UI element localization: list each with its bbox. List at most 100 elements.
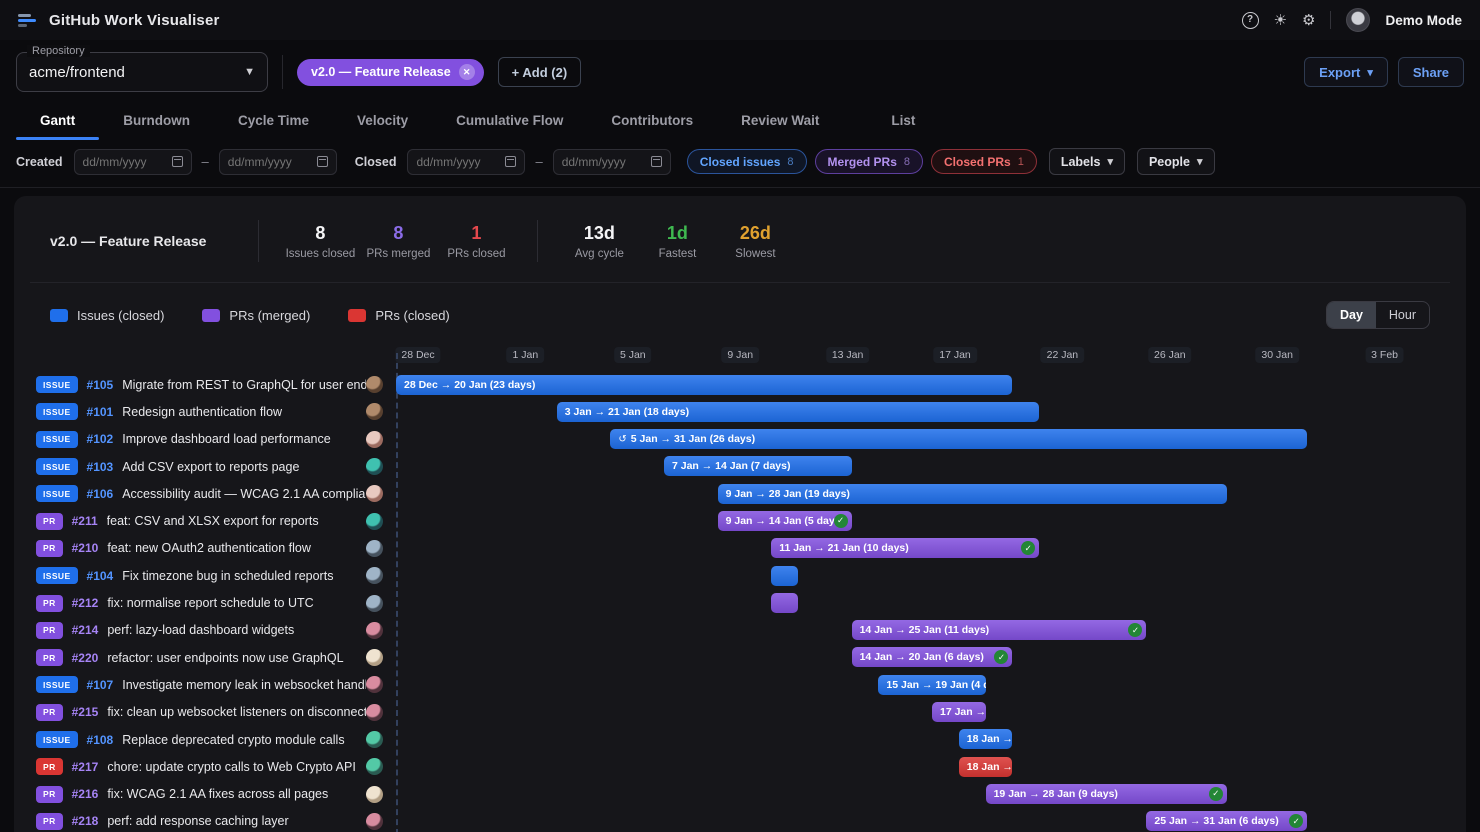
gantt-chart: 28 Dec 1 Jan 5 Jan 9 Jan 13 Jan 17 Jan 22 Jan 2…	[30, 345, 1450, 832]
row-timeline: 19 Jan → 28 Jan (9 days) ✓	[396, 780, 1450, 807]
row-timeline: 14 Jan → 25 Jan (11 days) ✓	[396, 617, 1450, 644]
gantt-bar[interactable]: ↺ 5 Jan → 31 Jan (26 days)	[610, 429, 1308, 450]
repository-select[interactable]: Repository acme/frontend ▼	[16, 45, 268, 92]
work-item[interactable]: ISSUE #108 Replace deprecated crypto mod…	[30, 731, 396, 748]
gantt-bar[interactable]: 18 Jan → 20 Jan (2 days)	[958, 756, 1013, 777]
user-avatar[interactable]	[1346, 8, 1371, 32]
tab-review-wait[interactable]: Review Wait	[741, 113, 820, 128]
work-item[interactable]: ISSUE #101 Redesign authentication flow	[30, 403, 396, 421]
labels-filter-button[interactable]: Labels ▾	[1048, 148, 1125, 175]
work-item[interactable]: PR #218 perf: add response caching layer	[30, 812, 396, 830]
work-item[interactable]: PR #212 fix: normalise report schedule t…	[30, 594, 396, 612]
created-to-date-field[interactable]	[227, 154, 308, 169]
settings-gear-icon[interactable]: ⚙	[1302, 11, 1316, 29]
work-item[interactable]: PR #220 refactor: user endpoints now use…	[30, 649, 396, 667]
gantt-bar[interactable]: 3 Jan → 21 Jan (18 days)	[556, 401, 1040, 422]
work-item[interactable]: PR #214 perf: lazy-load dashboard widget…	[30, 621, 396, 639]
work-item[interactable]: PR #216 fix: WCAG 2.1 AA fixes across al…	[30, 785, 396, 803]
tab-cycle-time[interactable]: Cycle Time	[238, 113, 310, 128]
work-item[interactable]: PR #217 chore: update crypto calls to We…	[30, 758, 396, 776]
people-filter-label: People	[1148, 154, 1190, 169]
gantt-bar[interactable]: 14 Jan → 20 Jan (6 days) ✓	[851, 647, 1013, 668]
gantt-bar[interactable]: 18 Jan → 20 Jan (2 days)	[958, 729, 1013, 750]
gantt-bar[interactable]: 25 Jan → 31 Jan (6 days) ✓	[1146, 811, 1308, 832]
closed-from-date-input[interactable]	[407, 148, 526, 175]
closed-prs-chip[interactable]: Closed PRs 1	[931, 149, 1037, 174]
calendar-icon	[650, 156, 662, 167]
gantt-bar[interactable]: 19 Jan → 28 Jan (9 days) ✓	[985, 783, 1227, 804]
tab-burndown[interactable]: Burndown	[123, 113, 190, 128]
tab-contributors[interactable]: Contributors	[611, 113, 694, 128]
gantt-row: PR #211 feat: CSV and XLSX export for re…	[30, 507, 1450, 534]
axis-tick-label: 3 Feb	[1365, 347, 1405, 363]
work-item[interactable]: ISSUE #102 Improve dashboard load perfor…	[30, 430, 396, 448]
gantt-row: PR #217 chore: update crypto calls to We…	[30, 753, 1450, 780]
stat-value: 8	[315, 222, 326, 243]
merged-prs-chip[interactable]: Merged PRs 8	[814, 149, 924, 174]
assignee-avatar	[366, 758, 383, 776]
legend-swatch	[202, 308, 221, 322]
gantt-bar[interactable]	[771, 565, 798, 586]
work-item[interactable]: ISSUE #106 Accessibility audit — WCAG 2.…	[30, 485, 396, 503]
people-filter-button[interactable]: People ▾	[1136, 148, 1215, 175]
gantt-row: ISSUE #105 Migrate from REST to GraphQL …	[30, 371, 1450, 398]
closed-issues-chip[interactable]: Closed issues 8	[686, 149, 807, 174]
merged-check-icon: ✓	[1208, 786, 1223, 801]
item-title: feat: new OAuth2 authentication flow	[107, 541, 311, 556]
work-item[interactable]: ISSUE #103 Add CSV export to reports pag…	[30, 458, 396, 476]
gantt-bar[interactable]: 9 Jan → 14 Jan (5 days) ✓	[717, 510, 852, 531]
add-milestone-button[interactable]: + Add (2)	[497, 57, 582, 87]
item-type-badge: ISSUE	[36, 567, 78, 585]
calendar-icon	[505, 156, 517, 167]
tab-cumulative-flow[interactable]: Cumulative Flow	[456, 113, 564, 128]
repository-value: acme/frontend	[29, 63, 125, 81]
header-divider	[282, 55, 283, 89]
light-mode-icon[interactable]: ☀	[1273, 11, 1288, 29]
gantt-bar[interactable]: 15 Jan → 19 Jan (4 days)	[878, 674, 986, 695]
work-item[interactable]: ISSUE #105 Migrate from REST to GraphQL …	[30, 376, 396, 394]
created-from-date-input[interactable]	[73, 148, 192, 175]
closed-from-date-field[interactable]	[416, 154, 497, 169]
tab-list[interactable]: List	[891, 113, 916, 128]
legend-label: Issues (closed)	[77, 307, 165, 323]
bar-date-label: 9 Jan → 14 Jan (5 days)	[725, 514, 845, 527]
item-id: #108	[86, 732, 114, 747]
stat-label: PRs merged	[366, 247, 431, 260]
gantt-bar[interactable]: 7 Jan → 14 Jan (7 days)	[664, 456, 852, 477]
milestone-chip[interactable]: v2.0 — Feature Release ✕	[297, 58, 484, 86]
legend-swatch	[50, 308, 68, 322]
gantt-bar[interactable]: 17 Jan → 19 Jan (2 days)	[932, 702, 986, 723]
tab-gantt[interactable]: Gantt	[16, 104, 100, 140]
axis-tick-label: 5 Jan	[613, 347, 652, 363]
scale-toggle-hour[interactable]: Hour	[1388, 308, 1416, 322]
item-title: Accessibility audit — WCAG 2.1 AA compli…	[122, 486, 366, 501]
assignee-avatar	[366, 458, 383, 476]
milestone-summary: v2.0 — Feature Release 8 Issues closed 8…	[30, 220, 1450, 283]
created-from-date-field[interactable]	[82, 154, 163, 169]
gantt-bar[interactable]: 28 Dec → 20 Jan (23 days)	[396, 374, 1013, 395]
axis-tick-label: 17 Jan	[933, 347, 977, 363]
gantt-bar[interactable]: 11 Jan → 21 Jan (10 days) ✓	[771, 538, 1040, 559]
share-button[interactable]: Share	[1397, 57, 1464, 87]
bar-date-label: 28 Dec → 20 Jan (23 days)	[404, 378, 536, 391]
item-title: Replace deprecated crypto module calls	[122, 732, 345, 747]
gantt-bar[interactable]	[771, 592, 798, 613]
summary-stat: 1 PRs closed	[437, 223, 515, 260]
gantt-bar[interactable]: 14 Jan → 25 Jan (11 days) ✓	[851, 620, 1147, 641]
created-to-date-input[interactable]	[218, 148, 337, 175]
work-item[interactable]: PR #210 feat: new OAuth2 authentication …	[30, 539, 396, 557]
scale-toggle-day[interactable]: Day	[1326, 302, 1376, 328]
closed-to-date-input[interactable]	[552, 148, 671, 175]
tab-velocity[interactable]: Velocity	[357, 113, 409, 128]
export-button[interactable]: Export ▾	[1304, 57, 1388, 87]
work-item[interactable]: ISSUE #104 Fix timezone bug in scheduled…	[30, 567, 396, 585]
closed-to-date-field[interactable]	[561, 154, 642, 169]
remove-milestone-icon[interactable]: ✕	[458, 64, 475, 80]
chip-count: 1	[1017, 155, 1024, 168]
row-timeline: 18 Jan → 20 Jan (2 days)	[396, 726, 1450, 753]
work-item[interactable]: PR #211 feat: CSV and XLSX export for re…	[30, 512, 396, 530]
help-icon[interactable]: ?	[1241, 11, 1259, 29]
work-item[interactable]: ISSUE #107 Investigate memory leak in we…	[30, 676, 396, 694]
gantt-bar[interactable]: 9 Jan → 28 Jan (19 days)	[717, 483, 1227, 504]
work-item[interactable]: PR #215 fix: clean up websocket listener…	[30, 703, 396, 721]
